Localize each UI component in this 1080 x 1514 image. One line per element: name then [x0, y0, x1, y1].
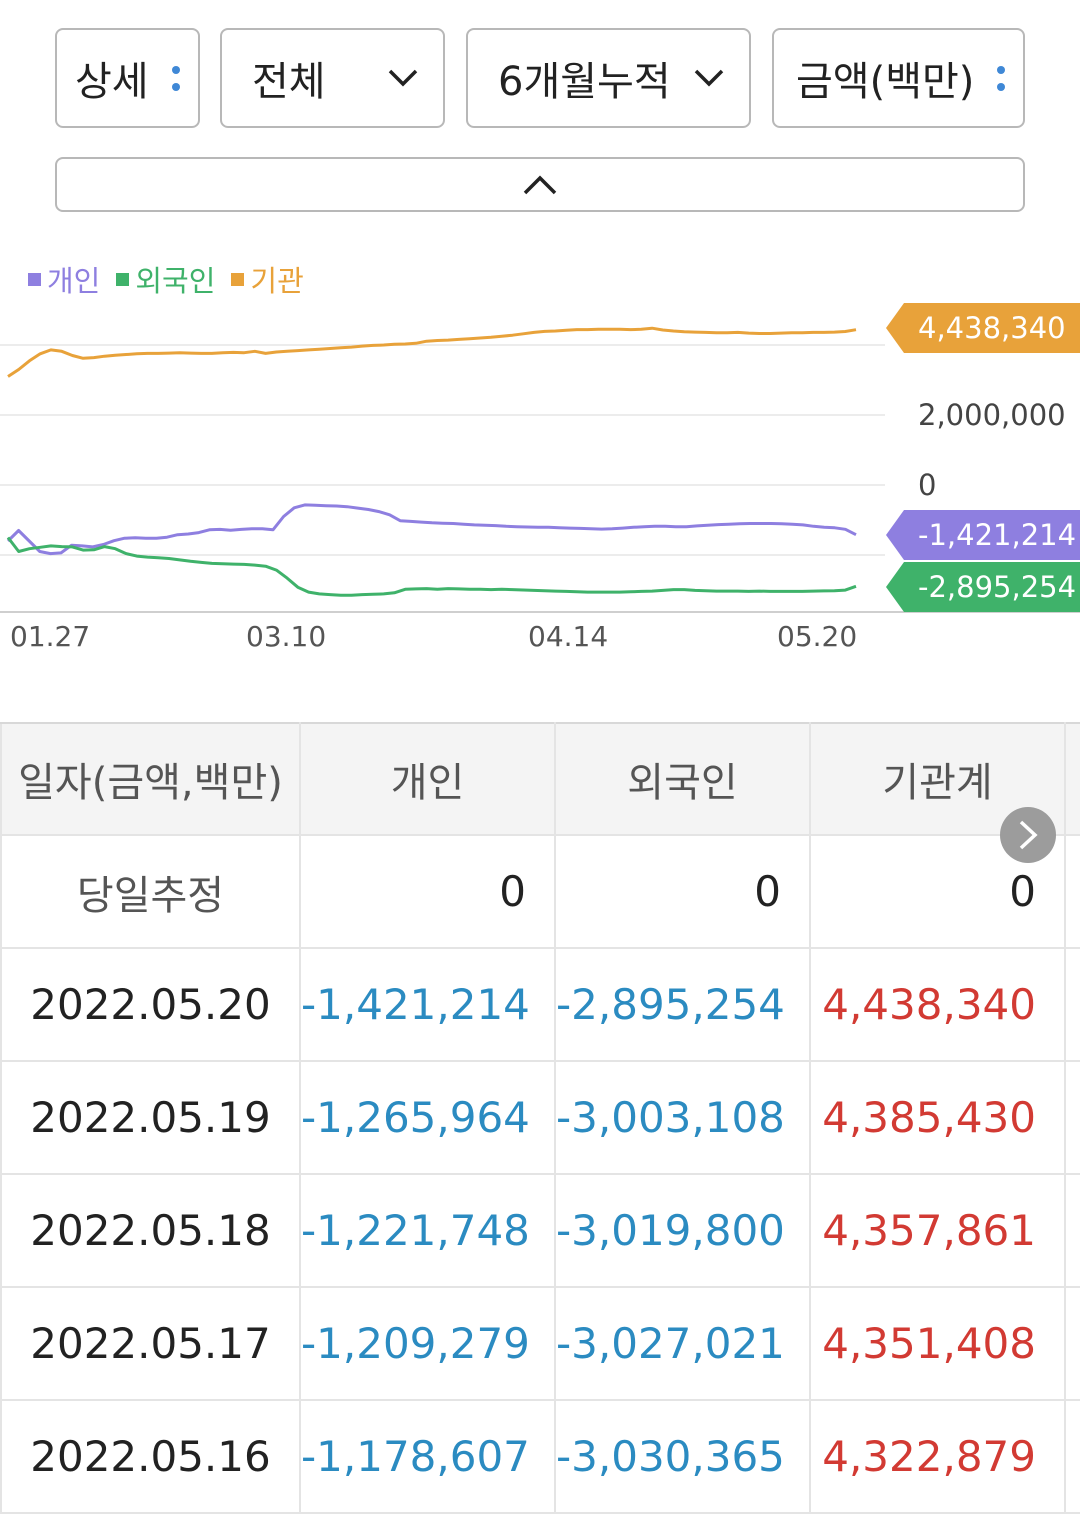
- row-institution: 4,322,879: [809, 1399, 1066, 1514]
- legend-item-individual: 개인: [28, 258, 100, 300]
- table-row: 2022.05.19 -1,265,964 -3,003,108 4,385,4…: [0, 1060, 1080, 1175]
- row-individual: -1,209,279: [299, 1286, 556, 1401]
- chevron-up-icon: [523, 175, 557, 194]
- period-dropdown[interactable]: 6개월누적: [466, 28, 751, 128]
- row-date: 2022.05.19: [0, 1060, 301, 1175]
- row-overflow: [1064, 1060, 1080, 1175]
- series-value-label: 4,438,340: [918, 311, 1066, 345]
- table-row-today: 당일추정 0 0 0: [0, 834, 1080, 949]
- row-date: 2022.05.17: [0, 1286, 301, 1401]
- chevron-right-icon: [1019, 820, 1038, 850]
- chevron-down-icon: [694, 69, 724, 87]
- row-institution: 4,385,430: [809, 1060, 1066, 1175]
- row-individual: -1,221,748: [299, 1173, 556, 1288]
- legend-label-foreign: 외국인: [135, 264, 216, 298]
- chevron-down-icon: [388, 69, 418, 87]
- row-date: 2022.05.20: [0, 947, 301, 1062]
- header-foreign: 외국인: [554, 722, 811, 836]
- investor-trend-chart: 2,000,000 0 01.27 03.10 04.14 05.20 4,438,340 -…: [0, 303, 1080, 653]
- row-individual: -1,178,607: [299, 1399, 556, 1514]
- chart-legend: 개인 외국인 기관: [28, 258, 304, 300]
- row-overflow: [1064, 1286, 1080, 1401]
- legend-swatch-foreign: [116, 272, 130, 286]
- row-foreign: -3,019,800: [554, 1173, 811, 1288]
- row-institution: 4,438,340: [809, 947, 1066, 1062]
- table-scroll-right-button[interactable]: [1000, 807, 1056, 863]
- row-foreign: -3,030,365: [554, 1399, 811, 1514]
- legend-item-foreign: 외국인: [116, 258, 215, 300]
- view-select-label: 상세: [75, 59, 149, 105]
- header-individual: 개인: [299, 722, 556, 836]
- table-row: 2022.05.18 -1,221,748 -3,019,800 4,357,8…: [0, 1173, 1080, 1288]
- header-date: 일자(금액,백만): [0, 722, 301, 836]
- scope-dropdown-label: 전체: [252, 59, 326, 105]
- view-select[interactable]: 상세: [55, 28, 200, 128]
- x-tick-label: 03.10: [246, 620, 326, 653]
- series-line: [6, 536, 857, 597]
- table-header-row: 일자(금액,백만) 개인 외국인 기관계: [0, 722, 1080, 836]
- row-date: 2022.05.16: [0, 1399, 301, 1514]
- series-value-label: -2,895,254: [918, 570, 1076, 604]
- today-label: 당일추정: [0, 834, 301, 949]
- row-date: 2022.05.18: [0, 1173, 301, 1288]
- series-line: [6, 503, 857, 556]
- y-tick-label: 2,000,000: [918, 398, 1066, 432]
- table-row: 2022.05.20 -1,421,214 -2,895,254 4,438,3…: [0, 947, 1080, 1062]
- x-tick-label: 04.14: [528, 620, 608, 653]
- series-line: [7, 326, 857, 378]
- unit-select[interactable]: 금액(백만): [772, 28, 1025, 128]
- table-row: 2022.05.17 -1,209,279 -3,027,021 4,351,4…: [0, 1286, 1080, 1401]
- vertical-dots-icon: [172, 65, 180, 91]
- legend-swatch-institution: [231, 272, 245, 286]
- legend-label-individual: 개인: [47, 264, 101, 298]
- header-overflow: [1064, 722, 1080, 836]
- row-foreign: -2,895,254: [554, 947, 811, 1062]
- row-individual: -1,265,964: [299, 1060, 556, 1175]
- legend-item-institution: 기관: [231, 258, 304, 300]
- series-value-tag: [886, 562, 1080, 612]
- row-overflow: [1064, 1399, 1080, 1514]
- row-overflow: [1064, 1173, 1080, 1288]
- series-value-tag: [886, 303, 1080, 353]
- scope-dropdown[interactable]: 전체: [220, 28, 445, 128]
- series-value-tag: [886, 510, 1080, 560]
- x-tick-label: 01.27: [10, 620, 90, 653]
- row-institution: 4,357,861: [809, 1173, 1066, 1288]
- row-overflow: [1064, 834, 1080, 949]
- row-foreign: -3,003,108: [554, 1060, 811, 1175]
- investor-table: 일자(금액,백만) 개인 외국인 기관계 당일추정 0 0 0 2022.05.…: [0, 722, 1080, 1514]
- legend-label-institution: 기관: [250, 264, 304, 298]
- x-tick-label: 05.20: [777, 620, 857, 653]
- row-overflow: [1064, 947, 1080, 1062]
- collapse-button[interactable]: [55, 157, 1025, 212]
- vertical-dots-icon: [997, 65, 1005, 91]
- unit-select-label: 금액(백만): [796, 59, 975, 105]
- legend-swatch-individual: [28, 272, 41, 286]
- row-foreign: -3,027,021: [554, 1286, 811, 1401]
- today-foreign: 0: [554, 834, 811, 949]
- period-dropdown-label: 6개월누적: [498, 59, 671, 105]
- row-individual: -1,421,214: [299, 947, 556, 1062]
- table-row: 2022.05.16 -1,178,607 -3,030,365 4,322,8…: [0, 1399, 1080, 1514]
- today-individual: 0: [299, 834, 556, 949]
- row-institution: 4,351,408: [809, 1286, 1066, 1401]
- y-tick-label: 0: [918, 468, 936, 502]
- series-value-label: -1,421,214: [918, 518, 1076, 552]
